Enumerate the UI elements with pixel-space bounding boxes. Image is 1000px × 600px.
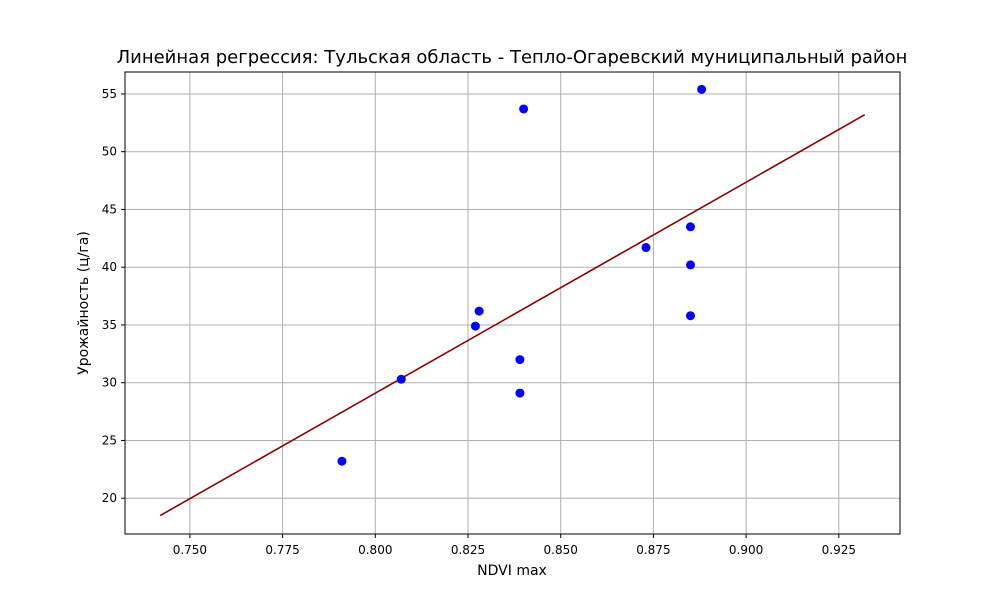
y-tick-label: 40 <box>102 260 117 274</box>
y-axis-label: Урожайность (ц/га) <box>76 231 92 375</box>
chart-title: Линейная регрессия: Тульская область - Т… <box>117 47 908 68</box>
scatter-point <box>396 374 406 384</box>
scatter-points <box>337 84 707 466</box>
y-tick-label: 55 <box>102 87 117 101</box>
regression-line-group <box>159 114 866 517</box>
y-tick-label: 20 <box>102 491 117 505</box>
x-tick-label: 0.925 <box>822 543 856 557</box>
x-axis-label: NDVI max <box>477 563 547 579</box>
regression-line <box>159 114 866 517</box>
scatter-point <box>337 456 347 466</box>
scatter-point <box>470 321 480 331</box>
x-tick-label: 0.875 <box>636 543 670 557</box>
scatter-point <box>641 243 651 253</box>
x-axis-ticks: 0.750 0.775 0.800 0.825 0.850 0.875 0.900 0.925 <box>173 534 856 557</box>
y-tick-label: 30 <box>102 376 117 390</box>
x-tick-label: 0.825 <box>451 543 485 557</box>
y-tick-label: 45 <box>102 202 117 216</box>
y-axis-ticks: 20 25 30 35 40 45 50 55 <box>102 87 125 505</box>
x-tick-label: 0.800 <box>358 543 392 557</box>
scatter-point <box>685 222 695 232</box>
y-tick-label: 25 <box>102 433 117 447</box>
scatter-point <box>474 306 484 316</box>
scatter-point <box>685 260 695 270</box>
scatter-point <box>685 311 695 321</box>
grid <box>125 72 900 534</box>
y-tick-label: 50 <box>102 145 117 159</box>
x-tick-label: 0.775 <box>265 543 299 557</box>
x-tick-label: 0.750 <box>173 543 207 557</box>
scatter-point <box>697 84 707 94</box>
scatter-point <box>515 355 525 365</box>
y-tick-label: 35 <box>102 318 117 332</box>
scatter-point <box>519 104 529 114</box>
x-tick-label: 0.900 <box>729 543 763 557</box>
plot-area-frame <box>124 71 901 535</box>
x-tick-label: 0.850 <box>544 543 578 557</box>
scatter-point <box>515 388 525 398</box>
